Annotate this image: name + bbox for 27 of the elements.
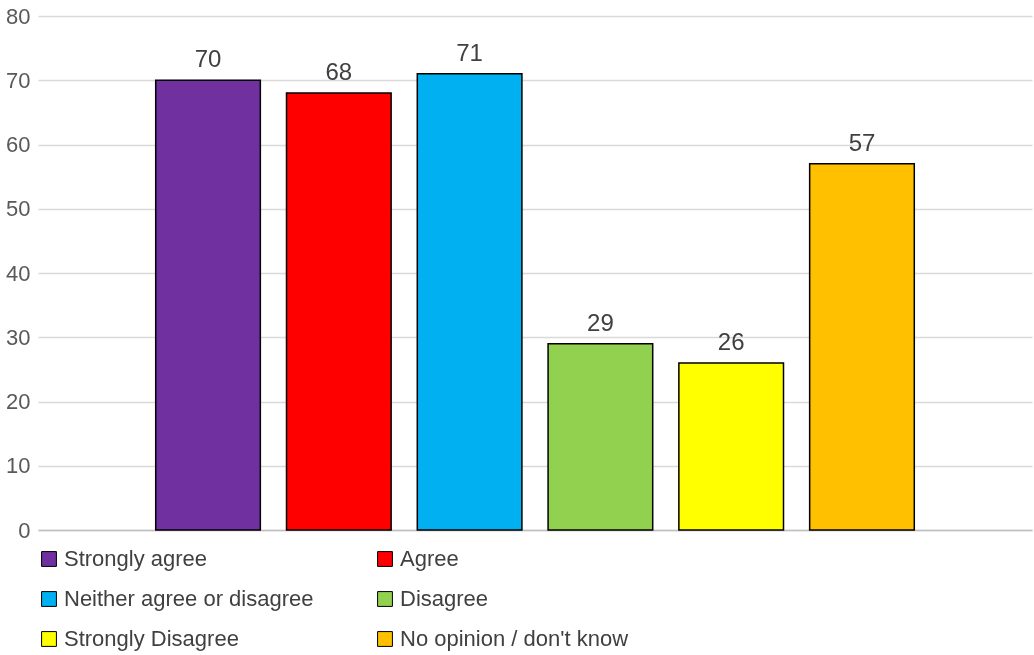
y-tick-label: 80 xyxy=(6,3,31,29)
data-label: 71 xyxy=(456,38,483,66)
bar xyxy=(416,73,523,531)
bar xyxy=(285,92,392,531)
y-tick-label: 50 xyxy=(6,196,31,222)
legend-label: Strongly Disagree xyxy=(64,626,239,651)
y-tick-label: 0 xyxy=(18,517,31,543)
legend-label: Agree xyxy=(400,546,459,571)
data-label: 70 xyxy=(194,45,222,73)
legend-label: Strongly agree xyxy=(64,546,208,571)
legend-label: No opinion / don't know xyxy=(400,626,629,651)
y-tick-label: 60 xyxy=(6,132,31,157)
data-label: 57 xyxy=(848,128,876,156)
bar xyxy=(547,342,654,531)
legend-label: Disagree xyxy=(400,586,489,611)
legend-label: Neither agree or disagree xyxy=(64,586,314,611)
y-tick-label: 20 xyxy=(6,389,31,414)
data-label: 68 xyxy=(325,58,353,86)
bar xyxy=(808,163,916,531)
y-tick-label: 30 xyxy=(6,324,31,350)
y-tick-label: 70 xyxy=(6,67,31,93)
y-tick-label: 40 xyxy=(6,260,31,286)
data-label: 29 xyxy=(587,308,614,336)
bar xyxy=(154,79,262,531)
bar xyxy=(678,362,785,531)
data-label: 26 xyxy=(717,327,745,355)
y-tick-label: 10 xyxy=(6,453,31,479)
